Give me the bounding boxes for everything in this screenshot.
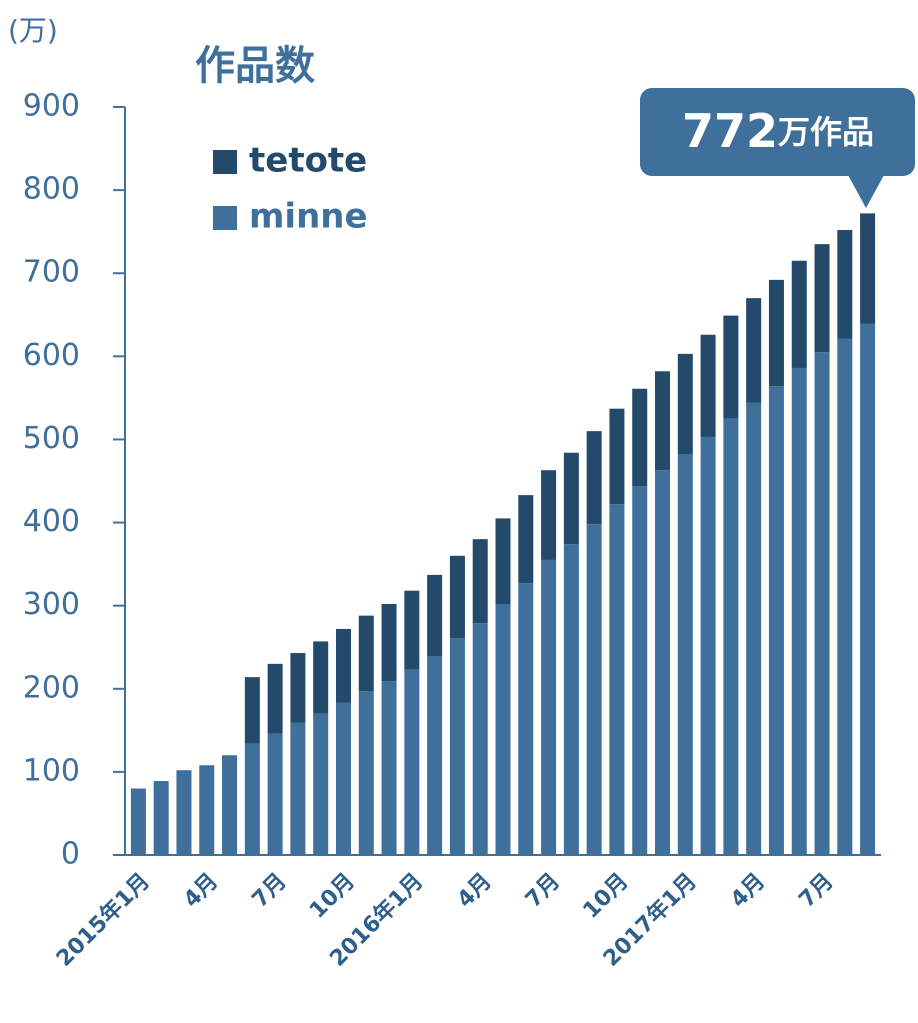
bar-segment (427, 574, 443, 657)
bar-segment (837, 230, 853, 339)
bar-segment (404, 669, 420, 855)
y-axis-label: (万) (8, 14, 58, 47)
callout: 772万作品 (640, 88, 915, 208)
y-tick-label: 400 (23, 504, 80, 539)
bar-segment (449, 555, 465, 639)
x-tick-label: 4月 (179, 869, 223, 913)
bar-segment (563, 544, 579, 855)
bar-segment (723, 315, 739, 419)
callout-text: 772万作品 (682, 104, 874, 158)
bar-segment (563, 452, 579, 545)
bar-segment (609, 504, 625, 855)
legend-label: minne (249, 197, 368, 237)
bar-segment (404, 590, 420, 670)
bar-segment (358, 615, 374, 692)
chart-title: 作品数 (195, 43, 315, 89)
bar-segment (814, 352, 830, 855)
bar-segment (449, 638, 465, 855)
y-tick-label: 800 (23, 172, 80, 207)
legend-label: tetote (249, 141, 367, 181)
bar-segment (427, 656, 443, 855)
bar-segment (541, 470, 557, 560)
bar-segment (746, 298, 762, 403)
bar-segment (199, 765, 215, 855)
y-tick-label: 900 (23, 89, 80, 124)
bar-segment (768, 279, 784, 387)
bar-segment (153, 781, 169, 855)
x-tick-label: 4月 (453, 869, 497, 913)
bar-segment (176, 770, 192, 855)
legend-swatch (213, 150, 237, 174)
bar-segment (244, 743, 260, 855)
bar-segment (655, 470, 671, 855)
bar-segment (860, 323, 876, 855)
callout-number: 772 (682, 104, 778, 158)
bar-segment (860, 213, 876, 324)
bar-segment (290, 653, 306, 723)
bar-segment (267, 663, 283, 734)
bar-segment (381, 604, 397, 682)
bar-segment (130, 788, 146, 855)
bar-segment (313, 641, 329, 714)
bar-segment (586, 524, 602, 855)
bar-segment (700, 334, 716, 437)
bar-segment (837, 338, 853, 855)
bar-segment (358, 691, 374, 855)
bar-segment (655, 371, 671, 471)
legend-swatch (213, 206, 237, 230)
bar-segment (541, 559, 557, 855)
bar-segment (609, 408, 625, 505)
bar-segment (700, 436, 716, 855)
bar-segment (335, 702, 351, 855)
bar-segment (677, 353, 693, 455)
y-tick-label: 300 (23, 587, 80, 622)
bar-segment (472, 539, 488, 624)
bar-segment (244, 677, 260, 744)
x-tick-label: 10月 (305, 869, 360, 924)
x-tick-label: 7月 (794, 869, 838, 913)
x-tick-label: 2015年1月 (51, 868, 155, 972)
bar-segment (495, 604, 511, 855)
bar-segment (495, 518, 511, 605)
callout-box (640, 88, 915, 176)
bar-segment (518, 495, 534, 584)
y-tick-label: 100 (23, 753, 80, 788)
y-tick-label: 600 (23, 338, 80, 373)
bar-segment (632, 485, 648, 855)
y-tick-label: 0 (61, 837, 80, 872)
x-tick-label: 7月 (521, 869, 565, 913)
bar-segment (586, 431, 602, 525)
bar-segment (335, 628, 351, 703)
callout-unit: 万作品 (778, 113, 874, 151)
y-tick-label: 500 (23, 421, 80, 456)
bar-segment (632, 388, 648, 486)
bar-segment (723, 418, 739, 855)
bar-segment (746, 402, 762, 855)
bar-segment (381, 681, 397, 855)
x-tick-label: 10月 (579, 869, 634, 924)
x-tick-label: 7月 (248, 869, 292, 913)
bar-segment (472, 623, 488, 855)
y-tick-label: 200 (23, 670, 80, 705)
bar-segment (791, 260, 807, 368)
bar-segment (313, 713, 329, 855)
bar-segment (814, 244, 830, 353)
callout-pointer (848, 175, 884, 208)
bar-segment (791, 367, 807, 855)
bar-segment (768, 386, 784, 855)
y-tick-label: 700 (23, 255, 80, 290)
bar-segment (518, 583, 534, 855)
x-tick-label: 4月 (726, 869, 770, 913)
bar-segment (267, 733, 283, 855)
bar-segment (677, 454, 693, 855)
bar-segment (222, 755, 238, 855)
bar-segment (290, 722, 306, 855)
